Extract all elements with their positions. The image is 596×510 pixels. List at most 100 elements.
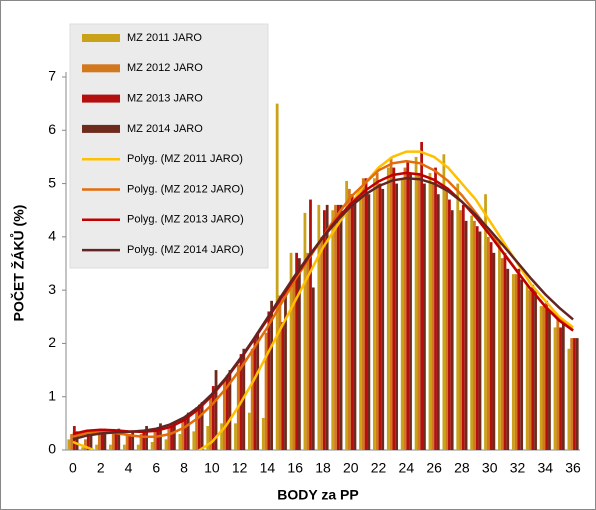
legend-label: MZ 2012 JARO — [127, 62, 203, 74]
legend-label: Polyg. (MZ 2012 JARO) — [127, 183, 244, 195]
bar — [253, 338, 257, 450]
bar — [250, 348, 254, 450]
bar — [475, 226, 479, 450]
legend-swatch — [82, 124, 120, 133]
bar — [378, 183, 382, 450]
bar — [97, 434, 101, 450]
bar — [570, 338, 574, 450]
bar — [486, 236, 490, 450]
bar — [220, 423, 223, 450]
bar — [442, 154, 446, 450]
bar — [111, 434, 115, 450]
bar — [459, 210, 462, 450]
plot — [67, 103, 579, 450]
bar — [525, 284, 529, 450]
bar — [323, 210, 326, 450]
bar — [295, 252, 298, 450]
legend-label: MZ 2014 JARO — [127, 123, 203, 135]
legend-box — [69, 23, 269, 269]
bar — [181, 418, 185, 450]
bar — [339, 204, 343, 450]
legend-label: Polyg. (MZ 2011 JARO) — [127, 153, 243, 165]
legend-swatch — [82, 64, 120, 73]
x-tick-label: 6 — [152, 460, 160, 476]
bar — [325, 204, 329, 450]
bar — [267, 311, 271, 450]
bar — [209, 396, 212, 450]
bar — [520, 279, 524, 450]
bar — [84, 439, 87, 450]
bar — [114, 434, 118, 450]
bar — [403, 167, 407, 450]
x-tick-label: 12 — [232, 460, 248, 476]
bar — [420, 142, 424, 450]
y-axis-label: POČET ŽÁKŮ (%) — [9, 205, 27, 322]
bar — [506, 268, 510, 450]
bar — [395, 183, 399, 450]
bar — [498, 242, 501, 450]
bar — [100, 431, 104, 450]
x-tick-label: 4 — [125, 460, 133, 476]
bar — [406, 162, 410, 450]
bar — [414, 156, 418, 450]
bar — [461, 204, 465, 450]
bar — [117, 428, 121, 450]
bar — [386, 167, 390, 450]
bar — [345, 180, 349, 450]
legend-label: Polyg. (MZ 2013 JARO) — [127, 214, 244, 226]
bar — [292, 279, 296, 450]
bar — [359, 188, 362, 450]
bar — [214, 370, 218, 450]
y-tick-label: 3 — [48, 281, 56, 297]
bar — [436, 194, 440, 450]
bar — [514, 274, 518, 450]
bar — [167, 428, 171, 450]
x-tick-label: 34 — [537, 460, 553, 476]
bar — [331, 210, 335, 450]
bar — [303, 212, 307, 450]
bar — [197, 404, 201, 450]
bar — [297, 258, 301, 450]
x-tick-label: 14 — [260, 460, 276, 476]
bar — [89, 434, 93, 450]
legend-label: MZ 2013 JARO — [127, 93, 203, 105]
bar — [417, 172, 421, 450]
bar — [311, 287, 315, 450]
bar — [289, 252, 293, 450]
bar — [284, 290, 287, 450]
x-tick-label: 32 — [510, 460, 526, 476]
bar — [275, 103, 279, 450]
bar — [336, 204, 340, 450]
bar — [75, 431, 79, 450]
bar — [153, 431, 157, 450]
bar — [109, 444, 112, 450]
bar — [192, 431, 196, 450]
bar — [86, 434, 90, 450]
bar — [542, 306, 546, 450]
legend-label: Polyg. (MZ 2014 JARO) — [127, 244, 244, 256]
y-tick-label: 7 — [48, 68, 56, 84]
x-tick-label: 10 — [204, 460, 220, 476]
legend-swatch — [82, 34, 120, 42]
bar — [122, 444, 126, 450]
bar — [234, 423, 237, 450]
bar — [375, 172, 379, 450]
bar — [70, 434, 73, 450]
bar — [561, 322, 565, 450]
bar — [81, 447, 85, 450]
bar — [503, 252, 507, 450]
bar — [500, 258, 504, 450]
bar — [539, 306, 543, 450]
bar — [264, 332, 268, 450]
bar — [353, 199, 357, 450]
bar — [400, 178, 404, 450]
bar — [548, 311, 551, 450]
bar — [409, 172, 412, 450]
bar — [464, 220, 468, 450]
bar — [381, 188, 385, 450]
bar — [534, 290, 537, 450]
bar — [559, 327, 562, 450]
bar — [517, 268, 521, 450]
bar — [261, 418, 265, 450]
bar — [200, 402, 204, 450]
